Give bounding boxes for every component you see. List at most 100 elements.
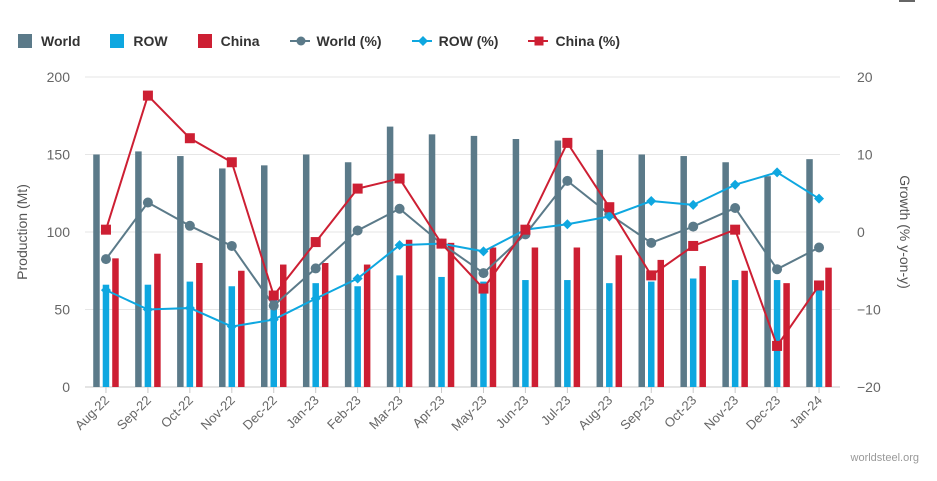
- point-china-feb-23: [352, 183, 363, 194]
- y2-tick-label: −20: [857, 379, 881, 395]
- legend-marker-china-pct: [528, 36, 549, 46]
- legend-swatch-world: [18, 34, 32, 48]
- point-china-jan-23: [310, 237, 321, 248]
- bar-world-sep-22: [135, 151, 142, 387]
- y-tick-label: 200: [47, 69, 71, 85]
- point-world-may-23: [478, 268, 489, 279]
- point-world-jan-23: [310, 263, 321, 274]
- bar-row-feb-23: [354, 286, 361, 387]
- y-tick-label: 0: [62, 379, 70, 395]
- y-axis-title: Production (Mt): [14, 184, 30, 280]
- legend-label-china: China: [220, 33, 260, 49]
- legend-label-china-pct: China (%): [555, 33, 621, 49]
- bar-china-sep-22: [154, 253, 161, 387]
- x-tick-label: Sep-22: [114, 393, 154, 433]
- legend-marker-row-pct: [411, 36, 432, 46]
- x-tick-label: Jan-23: [283, 393, 322, 432]
- point-world-sep-22: [142, 197, 153, 208]
- legend-swatch-row: [110, 34, 125, 48]
- point-world-nov-22: [226, 240, 237, 251]
- legend-item-row[interactable]: ROW: [110, 33, 168, 49]
- menu-corner-mark[interactable]: [899, 0, 915, 2]
- point-world-sep-23: [646, 237, 657, 248]
- point-row-oct-22: [184, 302, 195, 313]
- legend-item-world-pct[interactable]: World (%): [289, 33, 382, 49]
- bar-china-mar-23: [405, 239, 413, 387]
- bar-china-sep-23: [657, 259, 664, 387]
- point-world-dec-22: [268, 300, 279, 311]
- bar-world-oct-22: [177, 156, 184, 387]
- bar-world-nov-23: [722, 162, 729, 387]
- legend-item-china[interactable]: China: [197, 33, 260, 49]
- point-china-sep-23: [646, 270, 657, 281]
- chart-legend: World ROW China World (%) ROW (%) China …: [18, 33, 650, 49]
- legend-label-row-pct: ROW (%): [438, 33, 499, 49]
- legend-label-world: World: [41, 33, 81, 49]
- bar-world-sep-23: [638, 154, 645, 387]
- x-tick-label: Oct-23: [661, 393, 699, 431]
- bar-world-aug-22: [93, 154, 100, 387]
- point-china-oct-22: [184, 133, 195, 144]
- bar-china-aug-23: [615, 255, 623, 387]
- point-china-jun-23: [520, 224, 531, 235]
- bar-row-dec-22: [270, 298, 277, 387]
- bar-china-oct-22: [196, 263, 203, 387]
- point-china-sep-22: [142, 90, 153, 101]
- bar-world-apr-23: [428, 134, 436, 387]
- point-china-nov-22: [226, 157, 237, 168]
- bar-world-dec-22: [261, 165, 268, 387]
- point-world-feb-23: [352, 225, 363, 236]
- bar-world-nov-22: [219, 168, 226, 387]
- bar-china-oct-23: [699, 266, 706, 387]
- bar-row-jul-23: [564, 280, 571, 387]
- legend-item-world[interactable]: World: [18, 33, 80, 49]
- x-tick-label: Jan-24: [786, 393, 825, 432]
- x-tick-label: Oct-22: [158, 393, 196, 431]
- y-tick-label: 100: [47, 224, 71, 240]
- bar-china-jun-23: [531, 247, 539, 387]
- line-row: [105, 171, 820, 328]
- credit-link[interactable]: worldsteel.org: [850, 452, 919, 464]
- point-china-jan-24: [814, 280, 825, 291]
- bar-row-oct-23: [689, 278, 697, 387]
- bar-china-jan-23: [321, 263, 329, 387]
- bar-row-jan-23: [312, 283, 319, 387]
- point-china-aug-22: [100, 224, 111, 235]
- x-tick-label: May-23: [448, 393, 489, 434]
- x-tick-label: Sep-23: [617, 393, 657, 433]
- bar-china-nov-22: [238, 270, 245, 387]
- bar-row-oct-22: [186, 281, 194, 387]
- line-china: [105, 94, 820, 347]
- point-row-nov-23: [730, 179, 741, 190]
- bar-row-dec-23: [773, 280, 781, 387]
- x-tick-label: Aug-22: [72, 393, 112, 433]
- x-tick-label: Nov-22: [198, 393, 238, 433]
- point-row-jul-23: [562, 219, 573, 230]
- bar-world-dec-23: [764, 176, 771, 387]
- bar-world-jan-24: [806, 159, 813, 387]
- point-row-aug-22: [100, 285, 111, 296]
- y2-tick-label: 0: [857, 224, 865, 240]
- y-tick-label: 150: [47, 147, 71, 163]
- bar-row-aug-23: [606, 283, 613, 387]
- point-world-oct-22: [184, 220, 195, 231]
- bar-world-jun-23: [512, 139, 520, 387]
- legend-item-row-pct[interactable]: ROW (%): [411, 33, 499, 49]
- bar-china-dec-23: [783, 283, 790, 387]
- x-tick-label: Dec-23: [743, 393, 783, 433]
- x-tick-label: Aug-23: [575, 393, 615, 433]
- point-world-jan-24: [814, 242, 825, 253]
- bar-world-jul-23: [554, 140, 562, 387]
- point-row-dec-22: [268, 314, 279, 325]
- bar-row-jun-23: [522, 280, 529, 387]
- point-world-aug-22: [100, 254, 111, 265]
- bar-row-jan-24: [815, 284, 823, 387]
- bar-row-sep-22: [144, 284, 152, 387]
- legend-item-china-pct[interactable]: China (%): [528, 33, 620, 49]
- y2-tick-label: −10: [857, 302, 881, 318]
- bar-row-sep-23: [648, 281, 655, 387]
- point-row-feb-23: [352, 273, 363, 284]
- bar-row-mar-23: [396, 275, 403, 387]
- y2-tick-label: 10: [857, 147, 873, 163]
